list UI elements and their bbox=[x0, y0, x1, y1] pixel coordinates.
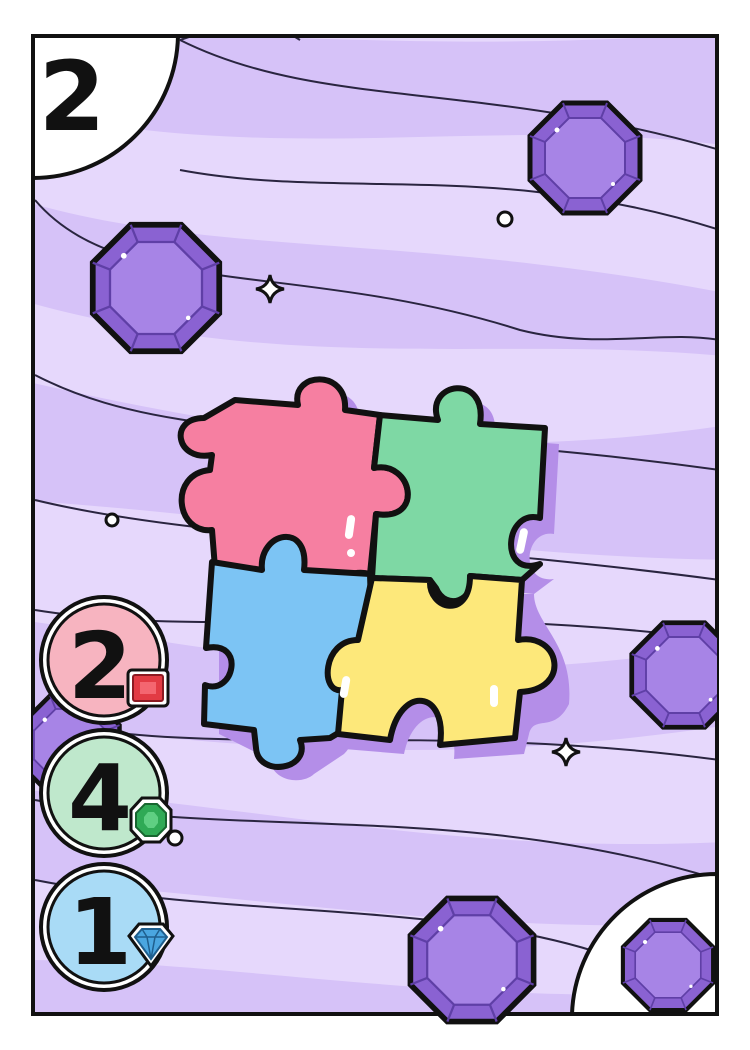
emerald-gem-icon bbox=[129, 796, 173, 844]
amethyst-gem-icon bbox=[632, 623, 737, 728]
cost-list: 2 4 1 bbox=[39, 595, 175, 992]
cost-amount: 2 bbox=[68, 613, 132, 720]
ruby-gem-icon bbox=[126, 668, 170, 708]
diamond-gem-icon bbox=[127, 922, 175, 969]
card-value: 2 bbox=[39, 41, 106, 153]
sparkle-icon bbox=[104, 210, 581, 847]
cost-ruby: 2 bbox=[39, 595, 170, 725]
card-border bbox=[31, 34, 719, 1016]
value-corner bbox=[31, 34, 181, 181]
cost-emerald: 4 bbox=[39, 728, 173, 858]
amethyst-gem-icon bbox=[410, 898, 533, 1021]
cost-amount: 1 bbox=[68, 879, 132, 986]
cost-diamond: 1 bbox=[39, 862, 175, 992]
amethyst-gem-icon bbox=[93, 225, 220, 352]
amethyst-gem-icon bbox=[530, 103, 640, 213]
cost-amount: 4 bbox=[68, 745, 132, 852]
puzzle-illustration bbox=[177, 376, 570, 781]
amethyst-gem-icon bbox=[623, 920, 713, 1010]
